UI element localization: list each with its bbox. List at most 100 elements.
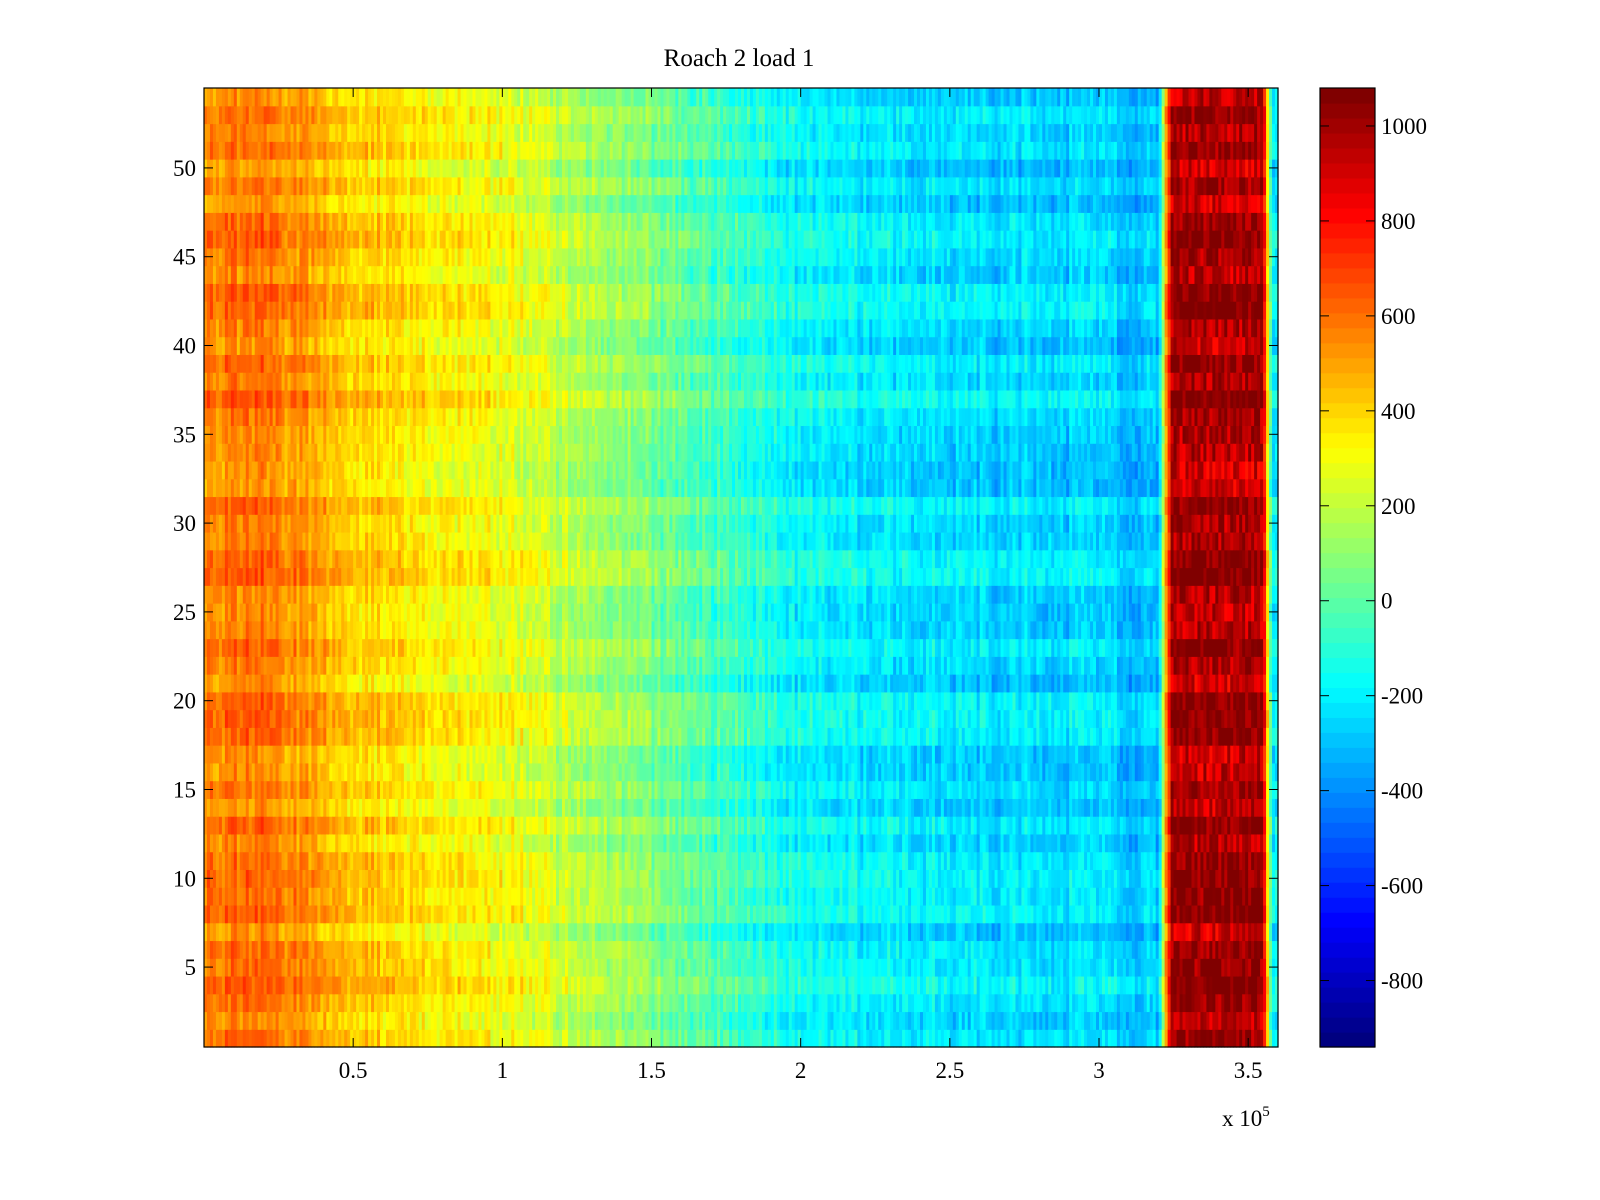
heatmap-cell (409, 247, 414, 267)
heatmap-cell (224, 247, 229, 267)
heatmap-cell (242, 727, 247, 746)
heatmap-cell (439, 496, 444, 515)
heatmap-cell (478, 798, 483, 817)
heatmap-cell (436, 603, 441, 622)
heatmap-cell (377, 425, 381, 444)
heatmap-cell (224, 904, 229, 924)
heatmap-cell (239, 620, 244, 640)
heatmap-cell (463, 531, 468, 551)
heatmap-cell (397, 975, 402, 995)
heatmap-cell (359, 780, 363, 799)
heatmap-cell (245, 851, 250, 871)
heatmap-cell (317, 549, 321, 569)
heatmap-cell (445, 638, 450, 657)
heatmap-cell (353, 603, 357, 622)
heatmap-cell (218, 887, 223, 906)
heatmap-cell (212, 247, 217, 267)
heatmap-cell (350, 425, 354, 444)
heatmap-cell (362, 887, 366, 906)
heatmap-cell (454, 478, 459, 498)
heatmap-cell (278, 283, 283, 302)
heatmap-cell (403, 798, 408, 817)
heatmap-cell (266, 354, 271, 373)
heatmap-cell (260, 603, 265, 622)
heatmap-cell (218, 389, 223, 409)
heatmap-cell (394, 691, 399, 711)
heatmap-cell (469, 922, 474, 942)
heatmap-cell (380, 762, 384, 782)
heatmap-cell (224, 975, 229, 995)
heatmap-cell (475, 123, 480, 142)
heatmap-cell (272, 212, 277, 231)
heatmap-cell (302, 656, 307, 675)
heatmap-cell (371, 620, 375, 640)
heatmap-cell (305, 283, 310, 302)
heatmap-cell (224, 496, 229, 515)
heatmap-cell (275, 780, 280, 799)
heatmap-cell (260, 443, 265, 462)
heatmap-cell (424, 922, 429, 942)
heatmap-cell (400, 389, 405, 409)
heatmap-cell (400, 549, 405, 569)
heatmap-cell (448, 727, 453, 746)
heatmap-cell (320, 318, 324, 338)
heatmap-cell (275, 1029, 280, 1048)
heatmap-cell (302, 638, 307, 657)
heatmap-cell (257, 798, 262, 817)
heatmap-cell (472, 407, 477, 427)
heatmap-cell (320, 904, 324, 924)
heatmap-cell (215, 691, 220, 711)
heatmap-cell (269, 869, 274, 888)
heatmap-cell (209, 709, 214, 728)
heatmap-cell (418, 478, 423, 498)
heatmap-cell (314, 478, 318, 498)
heatmap-cell (305, 940, 310, 959)
heatmap-cell (281, 336, 286, 355)
heatmap-cell (341, 212, 345, 231)
heatmap-cell (347, 958, 351, 977)
heatmap-cell (221, 460, 226, 480)
heatmap-cell (451, 620, 456, 640)
heatmap-cell (454, 567, 459, 586)
heatmap-cell (323, 709, 327, 728)
heatmap-cell (305, 123, 310, 142)
heatmap-cell (466, 354, 471, 373)
heatmap-cell (242, 496, 247, 515)
heatmap-cell (311, 443, 315, 462)
heatmap-cell (275, 993, 280, 1013)
heatmap-cell (287, 798, 292, 817)
heatmap-cell (344, 958, 348, 977)
heatmap-cell (380, 904, 384, 924)
heatmap-cell (299, 940, 304, 959)
heatmap-cell (463, 514, 468, 533)
heatmap-cell (371, 443, 375, 462)
heatmap-cell (245, 88, 250, 107)
heatmap-cell (353, 141, 357, 160)
heatmap-cell (412, 727, 417, 746)
heatmap-cell (371, 318, 375, 338)
heatmap-cell (350, 1011, 354, 1030)
heatmap-cell (427, 478, 432, 498)
heatmap-cell (391, 833, 396, 853)
heatmap-cell (424, 1011, 429, 1030)
heatmap-cell (406, 212, 411, 231)
heatmap-cell (272, 833, 277, 853)
heatmap-cell (415, 762, 420, 782)
heatmap-cell (377, 674, 381, 693)
heatmap-cell (394, 851, 399, 871)
heatmap-cell (475, 283, 480, 302)
heatmap-cell (305, 425, 310, 444)
heatmap-cell (433, 691, 438, 711)
heatmap-cell (224, 443, 229, 462)
heatmap-cell (323, 354, 327, 373)
heatmap-cell (206, 265, 211, 284)
heatmap-cell (365, 301, 369, 320)
heatmap-cell (344, 691, 348, 711)
heatmap-cell (236, 603, 241, 622)
heatmap-cell (236, 194, 241, 213)
heatmap-cell (227, 141, 232, 160)
heatmap-cell (430, 709, 435, 728)
heatmap-cell (368, 549, 372, 569)
heatmap-cell (442, 1011, 447, 1030)
heatmap-cell (394, 301, 399, 320)
